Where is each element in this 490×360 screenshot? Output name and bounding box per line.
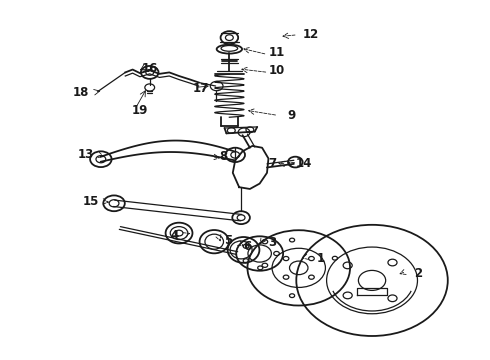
Text: 1: 1 xyxy=(317,252,325,265)
Text: 4: 4 xyxy=(170,229,178,242)
Text: 15: 15 xyxy=(83,195,99,208)
Text: 10: 10 xyxy=(269,64,285,77)
Text: 14: 14 xyxy=(295,157,312,170)
Text: 2: 2 xyxy=(415,267,422,280)
Text: 5: 5 xyxy=(224,234,232,247)
Text: 18: 18 xyxy=(73,86,90,99)
Text: 11: 11 xyxy=(269,46,285,59)
Text: 17: 17 xyxy=(193,82,209,95)
Text: 13: 13 xyxy=(78,148,95,161)
Text: 7: 7 xyxy=(268,157,276,170)
Text: 8: 8 xyxy=(219,150,227,163)
Text: 12: 12 xyxy=(303,28,319,41)
Text: 3: 3 xyxy=(268,236,276,249)
Text: 16: 16 xyxy=(142,62,158,75)
Text: 9: 9 xyxy=(287,109,295,122)
Text: 19: 19 xyxy=(132,104,148,117)
Text: 6: 6 xyxy=(244,240,251,253)
